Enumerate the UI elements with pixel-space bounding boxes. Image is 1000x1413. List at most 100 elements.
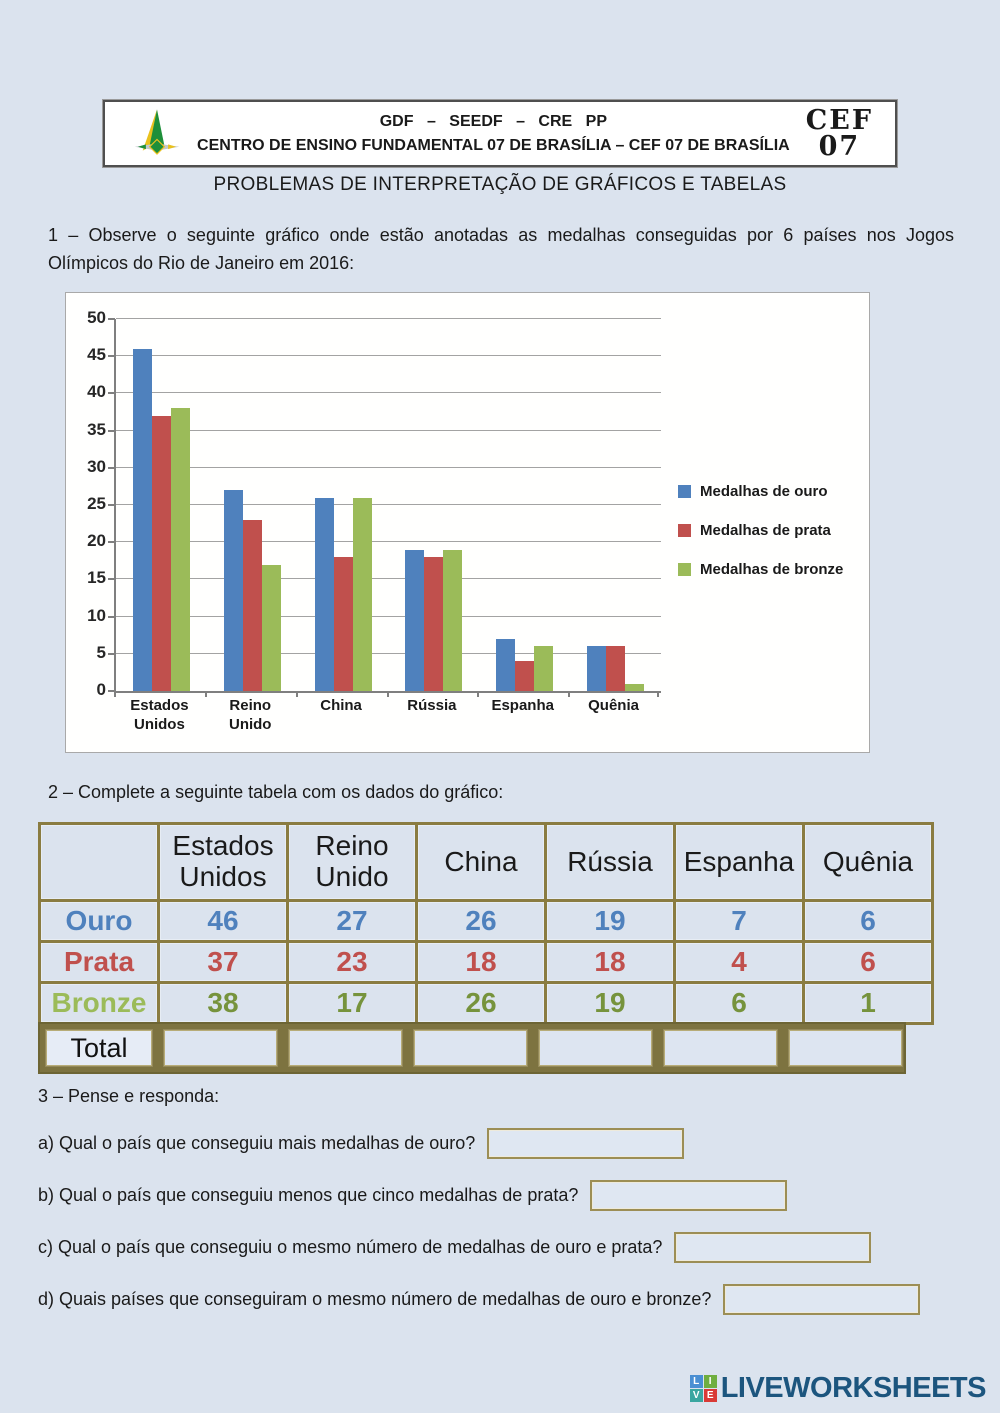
question3-label-a: a) Qual o país que conseguiu mais medalh… bbox=[38, 1133, 476, 1153]
total-input[interactable] bbox=[664, 1030, 777, 1066]
answer-input-a[interactable] bbox=[487, 1128, 685, 1159]
y-tick-mark bbox=[108, 429, 115, 432]
total-input[interactable] bbox=[789, 1030, 902, 1066]
bar-ouro-4 bbox=[405, 549, 425, 691]
legend-label: Medalhas de bronze bbox=[700, 561, 844, 578]
y-tick-mark bbox=[108, 318, 115, 320]
y-tick-mark bbox=[108, 578, 115, 581]
logo-tile-I: I bbox=[703, 1375, 717, 1388]
y-tick-label: 15 bbox=[87, 568, 106, 588]
legend-swatch bbox=[678, 485, 691, 498]
medal-count-cell: 4 bbox=[673, 940, 805, 984]
y-tick-mark bbox=[108, 504, 115, 506]
total-input[interactable] bbox=[414, 1030, 527, 1066]
bar-group bbox=[207, 319, 298, 691]
bar-group bbox=[388, 319, 479, 691]
medal-count-cell: 19 bbox=[544, 899, 676, 943]
total-input[interactable] bbox=[164, 1030, 277, 1066]
bar-ouro-1 bbox=[132, 348, 152, 691]
medal-count-cell: 26 bbox=[415, 981, 547, 1025]
table-column-header: Espanha bbox=[673, 822, 805, 902]
total-input-cell bbox=[658, 1030, 783, 1066]
medals-bar-chart: Estados Unidos Reino Unido China Rússia Espa… bbox=[65, 292, 870, 753]
x-category-label: Reino Unido bbox=[228, 697, 272, 733]
question3-label-d: d) Quais países que conseguiram o mesmo … bbox=[38, 1289, 712, 1309]
question3-item-b: b) Qual o país que conseguiu menos que c… bbox=[38, 1180, 988, 1211]
bar-group bbox=[479, 319, 570, 691]
school-name-line2: CENTRO DE ENSINO FUNDAMENTAL 07 DE BRASÍ… bbox=[197, 136, 790, 154]
y-tick-label: 50 bbox=[87, 308, 106, 327]
y-tick-mark bbox=[108, 541, 115, 544]
medals-table: Estados Unidos Reino Unido China Rússia Espa… bbox=[38, 822, 934, 1025]
y-tick-label: 40 bbox=[87, 382, 106, 402]
question3-item-a: a) Qual o país que conseguiu mais medalh… bbox=[38, 1128, 988, 1159]
bar-prata-5 bbox=[515, 661, 535, 691]
bar-bronze-2 bbox=[261, 564, 281, 691]
x-category-label: Estados Unidos bbox=[130, 697, 189, 733]
question3-label-c: c) Qual o país que conseguiu o mesmo núm… bbox=[38, 1237, 663, 1257]
logo-tile-V: V bbox=[689, 1389, 703, 1402]
logo-tile-E: E bbox=[703, 1389, 717, 1402]
medals-table-section: Estados Unidos Reino Unido China Rússia Espa… bbox=[38, 822, 934, 1074]
answer-input-c[interactable] bbox=[674, 1232, 872, 1263]
school-badge-line2: 07 bbox=[818, 130, 861, 162]
question3-item-d: d) Quais países que conseguiram o mesmo … bbox=[38, 1284, 988, 1315]
bar-bronze-4 bbox=[443, 549, 463, 691]
row-label-ouro: Ouro bbox=[38, 899, 160, 943]
bar-prata-4 bbox=[424, 557, 444, 691]
total-input-cell bbox=[533, 1030, 658, 1066]
medal-count-cell: 38 bbox=[157, 981, 289, 1025]
y-tick-mark bbox=[108, 690, 115, 692]
table-column-header: Reino Unido bbox=[286, 822, 418, 902]
medal-count-cell: 18 bbox=[544, 940, 676, 984]
bar-bronze-6 bbox=[625, 683, 645, 691]
medal-count-cell: 46 bbox=[157, 899, 289, 943]
question1-text: 1 – Observe o seguinte gráfico onde estã… bbox=[48, 225, 954, 273]
chart-x-axis-labels: Estados Unidos Reino Unido China Rússia Espa… bbox=[114, 697, 659, 735]
table-row-ouro: Ouro 46 27 26 19 7 6 bbox=[38, 899, 934, 943]
bar-prata-3 bbox=[333, 557, 353, 691]
y-tick-label: 25 bbox=[87, 494, 106, 513]
total-row: Total bbox=[38, 1022, 906, 1074]
question3-label-b: b) Qual o país que conseguiu menos que c… bbox=[38, 1185, 579, 1205]
bar-prata-6 bbox=[606, 646, 626, 691]
y-tick-mark bbox=[108, 392, 115, 395]
medal-count-cell: 17 bbox=[286, 981, 418, 1025]
legend-label: Medalhas de prata bbox=[700, 522, 831, 539]
medal-count-cell: 6 bbox=[802, 940, 934, 984]
medal-count-cell: 1 bbox=[802, 981, 934, 1025]
total-input-cell bbox=[783, 1030, 908, 1066]
legend-item: Medalhas de ouro bbox=[678, 483, 843, 500]
y-tick-label: 30 bbox=[87, 456, 106, 476]
table-column-header: Estados Unidos bbox=[157, 822, 289, 902]
table-column-header: Rússia bbox=[544, 822, 676, 902]
chart-gridline bbox=[116, 541, 661, 543]
page-title: PROBLEMAS DE INTERPRETAÇÃO DE GRÁFICOS E… bbox=[213, 174, 787, 195]
total-input[interactable] bbox=[289, 1030, 402, 1066]
bar-bronze-3 bbox=[352, 497, 372, 691]
x-category-label: Rússia bbox=[407, 697, 457, 714]
table-row-bronze: Bronze 38 17 26 19 6 1 bbox=[38, 981, 934, 1025]
medal-count-cell: 27 bbox=[286, 899, 418, 943]
x-tick-mark bbox=[477, 691, 480, 697]
chart-gridline bbox=[116, 578, 661, 580]
x-category-label: Espanha bbox=[491, 697, 554, 714]
total-input[interactable] bbox=[539, 1030, 652, 1066]
answer-input-b[interactable] bbox=[590, 1180, 788, 1211]
school-badge: CEF 07 bbox=[806, 107, 873, 162]
answer-input-d[interactable] bbox=[723, 1284, 921, 1315]
chart-gridline bbox=[116, 466, 661, 468]
total-input-cell bbox=[283, 1030, 408, 1066]
school-header: GDF – SEEDF – CRE PP CENTRO DE ENSINO FU… bbox=[103, 100, 897, 167]
liveworksheets-wordmark: LIVEWORKSHEETS bbox=[720, 1372, 987, 1404]
legend-label: Medalhas de ouro bbox=[700, 483, 828, 500]
medal-count-cell: 23 bbox=[286, 940, 418, 984]
legend-item: Medalhas de prata bbox=[678, 522, 843, 539]
table-column-header: Quênia bbox=[802, 822, 934, 902]
medal-count-cell: 37 bbox=[157, 940, 289, 984]
x-tick-mark bbox=[114, 691, 116, 697]
chart-gridline bbox=[116, 429, 661, 431]
logo-tile-L: L bbox=[689, 1375, 703, 1388]
x-tick-mark bbox=[568, 691, 571, 697]
